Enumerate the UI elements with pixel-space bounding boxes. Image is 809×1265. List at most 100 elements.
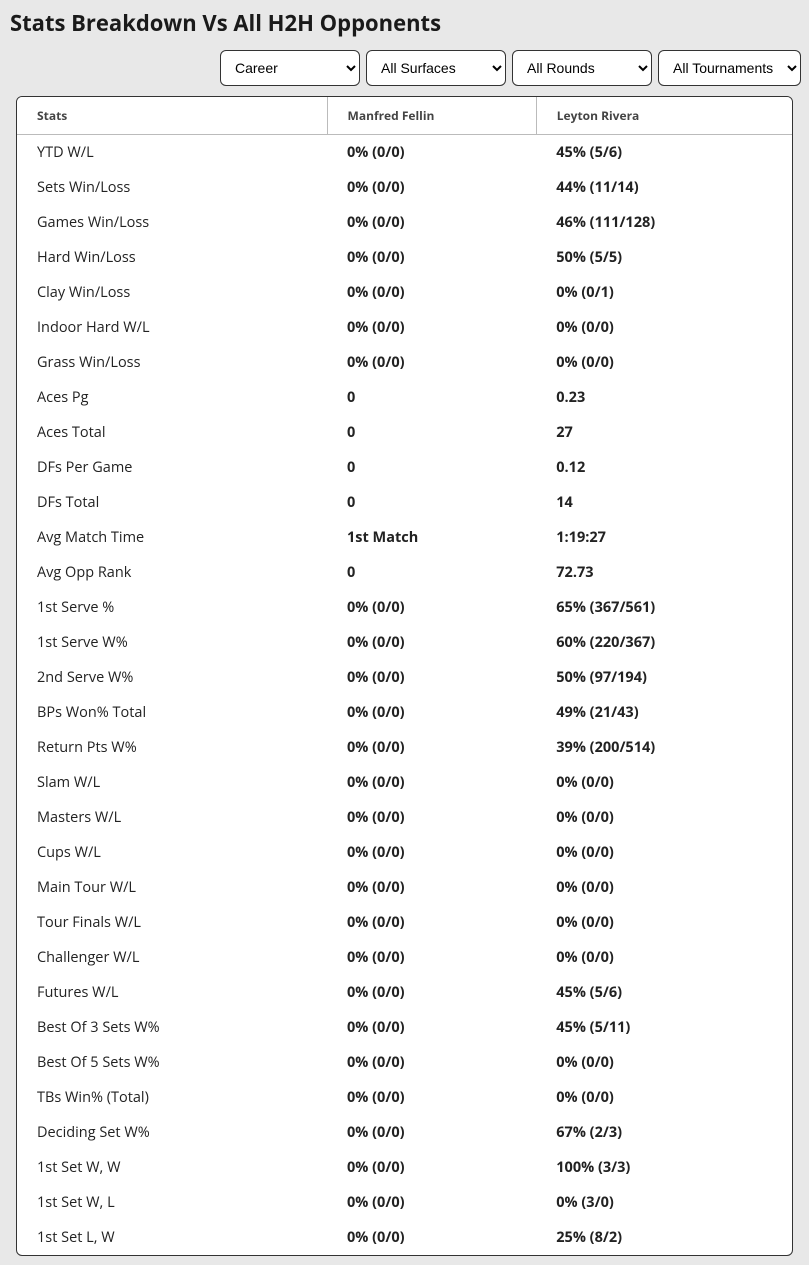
- player2-value: 25% (8/2): [536, 1220, 792, 1255]
- table-row: Tour Finals W/L0% (0/0)0% (0/0): [17, 905, 792, 940]
- stat-label: Avg Match Time: [17, 520, 327, 555]
- table-row: TBs Win% (Total)0% (0/0)0% (0/0): [17, 1080, 792, 1115]
- player1-value: 0% (0/0): [327, 695, 536, 730]
- stat-label: Cups W/L: [17, 835, 327, 870]
- stat-label: Main Tour W/L: [17, 870, 327, 905]
- table-row: Sets Win/Loss0% (0/0)44% (11/14): [17, 170, 792, 205]
- stat-label: Best Of 5 Sets W%: [17, 1045, 327, 1080]
- stat-label: 1st Set W, L: [17, 1185, 327, 1220]
- stat-label: 1st Set W, W: [17, 1150, 327, 1185]
- stat-label: 1st Serve W%: [17, 625, 327, 660]
- player2-value: 67% (2/3): [536, 1115, 792, 1150]
- player2-value: 46% (111/128): [536, 205, 792, 240]
- stat-label: Grass Win/Loss: [17, 345, 327, 380]
- stat-label: Hard Win/Loss: [17, 240, 327, 275]
- stat-label: Tour Finals W/L: [17, 905, 327, 940]
- player1-value: 0% (0/0): [327, 870, 536, 905]
- stat-label: Masters W/L: [17, 800, 327, 835]
- player1-value: 0% (0/0): [327, 905, 536, 940]
- player2-value: 45% (5/6): [536, 975, 792, 1010]
- player2-value: 0% (0/0): [536, 800, 792, 835]
- filter-tournaments[interactable]: All Tournaments: [658, 50, 801, 86]
- player1-value: 0% (0/0): [327, 310, 536, 345]
- table-row: 1st Set W, W0% (0/0)100% (3/3): [17, 1150, 792, 1185]
- stat-label: TBs Win% (Total): [17, 1080, 327, 1115]
- header-player2: Leyton Rivera: [536, 97, 792, 135]
- player2-value: 44% (11/14): [536, 170, 792, 205]
- table-row: Clay Win/Loss0% (0/0)0% (0/1): [17, 275, 792, 310]
- player2-value: 0% (0/0): [536, 905, 792, 940]
- table-row: 1st Serve %0% (0/0)65% (367/561): [17, 590, 792, 625]
- header-player1: Manfred Fellin: [327, 97, 536, 135]
- player1-value: 0% (0/0): [327, 800, 536, 835]
- player1-value: 0% (0/0): [327, 135, 536, 171]
- player1-value: 0% (0/0): [327, 730, 536, 765]
- player2-value: 0% (0/1): [536, 275, 792, 310]
- player2-value: 0.12: [536, 450, 792, 485]
- stat-label: Aces Pg: [17, 380, 327, 415]
- filter-rounds[interactable]: All Rounds: [512, 50, 652, 86]
- player1-value: 0% (0/0): [327, 205, 536, 240]
- player1-value: 1st Match: [327, 520, 536, 555]
- player2-value: 0% (0/0): [536, 835, 792, 870]
- stat-label: DFs Per Game: [17, 450, 327, 485]
- table-row: Hard Win/Loss0% (0/0)50% (5/5): [17, 240, 792, 275]
- player2-value: 65% (367/561): [536, 590, 792, 625]
- table-row: Futures W/L0% (0/0)45% (5/6): [17, 975, 792, 1010]
- table-row: Main Tour W/L0% (0/0)0% (0/0): [17, 870, 792, 905]
- player2-value: 39% (200/514): [536, 730, 792, 765]
- table-row: Aces Total027: [17, 415, 792, 450]
- player2-value: 0% (0/0): [536, 870, 792, 905]
- player2-value: 27: [536, 415, 792, 450]
- player2-value: 0% (0/0): [536, 1080, 792, 1115]
- player1-value: 0: [327, 485, 536, 520]
- player1-value: 0% (0/0): [327, 1220, 536, 1255]
- stat-label: DFs Total: [17, 485, 327, 520]
- header-stats: Stats: [17, 97, 327, 135]
- stat-label: Best Of 3 Sets W%: [17, 1010, 327, 1045]
- player2-value: 0% (0/0): [536, 765, 792, 800]
- player1-value: 0% (0/0): [327, 1115, 536, 1150]
- table-row: YTD W/L0% (0/0)45% (5/6): [17, 135, 792, 171]
- stat-label: Aces Total: [17, 415, 327, 450]
- table-row: Aces Pg00.23: [17, 380, 792, 415]
- filter-surface[interactable]: All Surfaces: [366, 50, 506, 86]
- stat-label: BPs Won% Total: [17, 695, 327, 730]
- table-row: Masters W/L0% (0/0)0% (0/0): [17, 800, 792, 835]
- player2-value: 0.23: [536, 380, 792, 415]
- player2-value: 45% (5/6): [536, 135, 792, 171]
- stat-label: Sets Win/Loss: [17, 170, 327, 205]
- player2-value: 0% (0/0): [536, 345, 792, 380]
- stat-label: Clay Win/Loss: [17, 275, 327, 310]
- player2-value: 0% (0/0): [536, 310, 792, 345]
- stats-table: Stats Manfred Fellin Leyton Rivera YTD W…: [17, 97, 792, 1255]
- stat-label: 1st Set L, W: [17, 1220, 327, 1255]
- filter-period[interactable]: Career: [220, 50, 360, 86]
- player1-value: 0% (0/0): [327, 1010, 536, 1045]
- player1-value: 0: [327, 380, 536, 415]
- player1-value: 0% (0/0): [327, 1150, 536, 1185]
- table-row: DFs Per Game00.12: [17, 450, 792, 485]
- player1-value: 0% (0/0): [327, 975, 536, 1010]
- player2-value: 1:19:27: [536, 520, 792, 555]
- player2-value: 0% (0/0): [536, 940, 792, 975]
- player1-value: 0% (0/0): [327, 170, 536, 205]
- stat-label: Challenger W/L: [17, 940, 327, 975]
- player1-value: 0% (0/0): [327, 590, 536, 625]
- table-row: Cups W/L0% (0/0)0% (0/0): [17, 835, 792, 870]
- player1-value: 0% (0/0): [327, 275, 536, 310]
- table-row: Grass Win/Loss0% (0/0)0% (0/0): [17, 345, 792, 380]
- player2-value: 0% (0/0): [536, 1045, 792, 1080]
- player2-value: 0% (3/0): [536, 1185, 792, 1220]
- stats-card: Stats Manfred Fellin Leyton Rivera YTD W…: [16, 96, 793, 1256]
- table-row: 1st Serve W%0% (0/0)60% (220/367): [17, 625, 792, 660]
- page-title: Stats Breakdown Vs All H2H Opponents: [8, 8, 801, 38]
- stat-label: Slam W/L: [17, 765, 327, 800]
- player1-value: 0% (0/0): [327, 660, 536, 695]
- player1-value: 0% (0/0): [327, 1080, 536, 1115]
- stat-label: Return Pts W%: [17, 730, 327, 765]
- stat-label: 2nd Serve W%: [17, 660, 327, 695]
- table-row: Avg Match Time1st Match1:19:27: [17, 520, 792, 555]
- stat-label: Deciding Set W%: [17, 1115, 327, 1150]
- table-row: BPs Won% Total0% (0/0)49% (21/43): [17, 695, 792, 730]
